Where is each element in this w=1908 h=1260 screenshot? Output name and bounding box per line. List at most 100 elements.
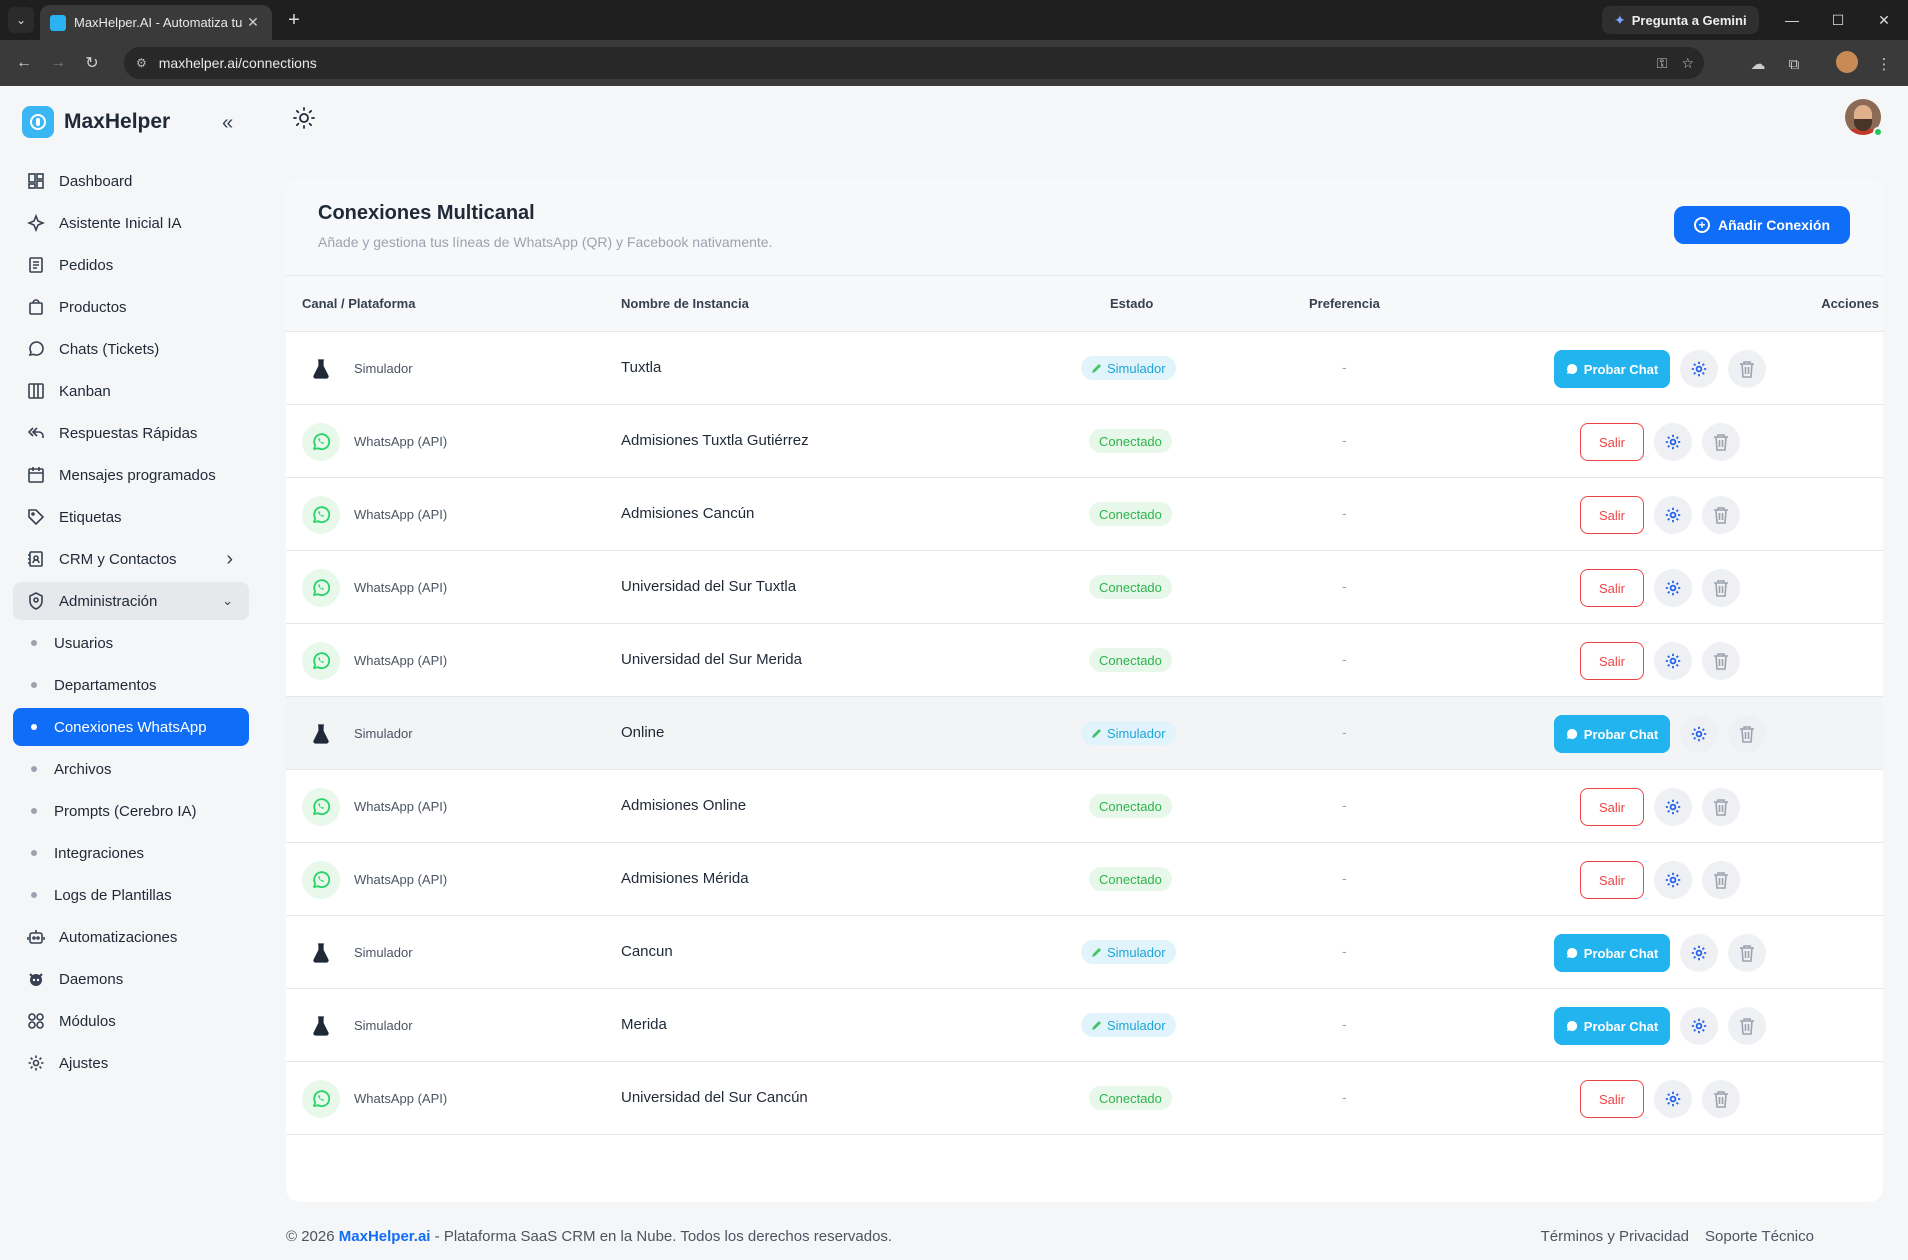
probar-chat-button[interactable]: Probar Chat	[1554, 350, 1670, 388]
probar-chat-button[interactable]: Probar Chat	[1554, 715, 1670, 753]
sidebar-subitem-integraciones[interactable]: Integraciones	[13, 834, 249, 872]
settings-gear-icon[interactable]	[1680, 350, 1718, 388]
sidebar-item-label: Etiquetas	[59, 508, 122, 526]
platform-name: Simulador	[354, 1018, 413, 1033]
new-tab-button[interactable]: +	[288, 9, 300, 31]
trash-icon[interactable]	[1728, 715, 1766, 753]
preference-value: -	[1342, 432, 1347, 448]
minimize-button[interactable]: —	[1785, 12, 1799, 28]
terms-link[interactable]: Términos y Privacidad	[1540, 1228, 1690, 1245]
settings-gear-icon[interactable]	[1654, 496, 1692, 534]
trash-icon[interactable]	[1702, 788, 1740, 826]
sidebar-subitem-prompts-cerebro-ia[interactable]: Prompts (Cerebro IA)	[13, 792, 249, 830]
settings-gear-icon[interactable]	[1680, 715, 1718, 753]
trash-icon[interactable]	[1702, 861, 1740, 899]
theme-toggle-sun-icon[interactable]	[292, 106, 316, 130]
sidebar-item-productos[interactable]: Productos	[13, 288, 249, 326]
sidebar-item-automatizaciones[interactable]: Automatizaciones	[13, 918, 249, 956]
salir-button[interactable]: Salir	[1580, 496, 1644, 534]
status-badge: Conectado	[1089, 429, 1172, 453]
settings-gear-icon[interactable]	[1654, 423, 1692, 461]
trash-icon[interactable]	[1702, 496, 1740, 534]
bookmark-star-icon[interactable]: ☆	[1681, 54, 1694, 71]
salir-button[interactable]: Salir	[1580, 861, 1644, 899]
sidebar-item-mensajes-programados[interactable]: Mensajes programados	[13, 456, 249, 494]
salir-button[interactable]: Salir	[1580, 788, 1644, 826]
profile-avatar[interactable]	[1836, 51, 1858, 73]
back-button[interactable]: ←	[16, 54, 32, 71]
sidebar-subitem-usuarios[interactable]: Usuarios	[13, 624, 249, 662]
sidebar-item-kanban[interactable]: Kanban	[13, 372, 249, 410]
settings-gear-icon[interactable]	[1654, 788, 1692, 826]
footer-brand-link[interactable]: MaxHelper.ai	[338, 1228, 431, 1245]
sidebar-item-daemons[interactable]: Daemons	[13, 960, 249, 998]
trash-icon[interactable]	[1728, 350, 1766, 388]
brand[interactable]: MaxHelper	[22, 106, 170, 138]
sidebar-item-crm-y-contactos[interactable]: CRM y Contactos ›	[13, 540, 249, 578]
sidebar-item-ajustes[interactable]: Ajustes	[13, 1044, 249, 1082]
salir-button[interactable]: Salir	[1580, 423, 1644, 461]
probar-chat-button[interactable]: Probar Chat	[1554, 934, 1670, 972]
sidebar-item-pedidos[interactable]: Pedidos	[13, 246, 249, 284]
add-connection-button[interactable]: + Añadir Conexión	[1673, 206, 1850, 244]
close-tab-icon[interactable]: ✕	[247, 14, 259, 30]
sidebar-item-administracion[interactable]: Administración ⌄	[13, 582, 249, 620]
flask-icon	[302, 350, 340, 388]
forward-button[interactable]: →	[50, 54, 66, 71]
extensions-icon[interactable]: ⧉	[1788, 55, 1800, 73]
sidebar-subitem-departamentos[interactable]: Departamentos	[13, 666, 249, 704]
maximize-button[interactable]: ☐	[1831, 11, 1845, 28]
settings-gear-icon[interactable]	[1654, 569, 1692, 607]
cloud-icon[interactable]: ☁	[1750, 56, 1766, 73]
sidebar-item-etiquetas[interactable]: Etiquetas	[13, 498, 249, 536]
trash-icon[interactable]	[1702, 569, 1740, 607]
status-badge: Conectado	[1089, 502, 1172, 526]
gemini-label: Pregunta a Gemini	[1631, 12, 1747, 28]
chat-bubble-icon	[1566, 1020, 1578, 1032]
probar-chat-button[interactable]: Probar Chat	[1554, 1007, 1670, 1045]
gemini-button[interactable]: ✦ Pregunta a Gemini	[1602, 6, 1759, 34]
trash-icon[interactable]	[1702, 642, 1740, 680]
probar-chat-label: Probar Chat	[1583, 1018, 1659, 1034]
card-header: Conexiones Multicanal Añade y gestiona t…	[286, 178, 1883, 276]
salir-button[interactable]: Salir	[1580, 642, 1644, 680]
reply-all-icon	[27, 424, 45, 442]
salir-button[interactable]: Salir	[1580, 569, 1644, 607]
window-close-button[interactable]: ✕	[1878, 11, 1890, 28]
chat-bubble-icon	[1566, 728, 1578, 740]
trash-icon[interactable]	[1728, 934, 1766, 972]
table-row: Simulador Merida Simulador - Probar Chat	[286, 989, 1883, 1062]
browser-tab[interactable]: MaxHelper.AI - Automatiza tu n ✕	[40, 5, 272, 40]
tab-list-button[interactable]: ⌄	[8, 7, 34, 33]
reload-button[interactable]: ↻	[85, 55, 99, 72]
sidebar-item-respuestas-rapidas[interactable]: Respuestas Rápidas	[13, 414, 249, 452]
sidebar-item-asistente-inicial-ia[interactable]: Asistente Inicial IA	[13, 204, 249, 242]
salir-button[interactable]: Salir	[1580, 1080, 1644, 1118]
settings-gear-icon[interactable]	[1654, 1080, 1692, 1118]
settings-gear-icon[interactable]	[1654, 861, 1692, 899]
trash-icon[interactable]	[1702, 1080, 1740, 1118]
collapse-sidebar-icon[interactable]: «	[222, 112, 234, 134]
col-acciones: Acciones	[1821, 296, 1879, 311]
preference-value: -	[1342, 505, 1347, 521]
status-badge: Simulador	[1081, 1013, 1176, 1037]
settings-gear-icon[interactable]	[1680, 934, 1718, 972]
sidebar-subitem-logs-de-plantillas[interactable]: Logs de Plantillas	[13, 876, 249, 914]
settings-gear-icon[interactable]	[1680, 1007, 1718, 1045]
sidebar-subitem-conexiones-whatsapp[interactable]: Conexiones WhatsApp	[13, 708, 249, 746]
trash-icon[interactable]	[1702, 423, 1740, 461]
sidebar-item-label: Asistente Inicial IA	[59, 214, 182, 232]
menu-kebab-icon[interactable]: ⋮	[1876, 56, 1892, 73]
site-info-icon[interactable]: ⚙	[136, 56, 147, 70]
sidebar-item-chats-tickets[interactable]: Chats (Tickets)	[13, 330, 249, 368]
password-key-icon[interactable]: ⚿	[1656, 54, 1668, 71]
address-bar[interactable]: ⚙ maxhelper.ai/connections ⚿ ☆	[124, 47, 1704, 79]
sidebar-item-dashboard[interactable]: Dashboard	[13, 162, 249, 200]
settings-gear-icon[interactable]	[1654, 642, 1692, 680]
trash-icon[interactable]	[1728, 1007, 1766, 1045]
support-link[interactable]: Soporte Técnico	[1705, 1228, 1814, 1245]
sidebar-subitem-archivos[interactable]: Archivos	[13, 750, 249, 788]
table-header: Canal / Plataforma Nombre de Instancia E…	[286, 276, 1883, 332]
status-badge: Simulador	[1081, 940, 1176, 964]
sidebar-item-modulos[interactable]: Módulos	[13, 1002, 249, 1040]
